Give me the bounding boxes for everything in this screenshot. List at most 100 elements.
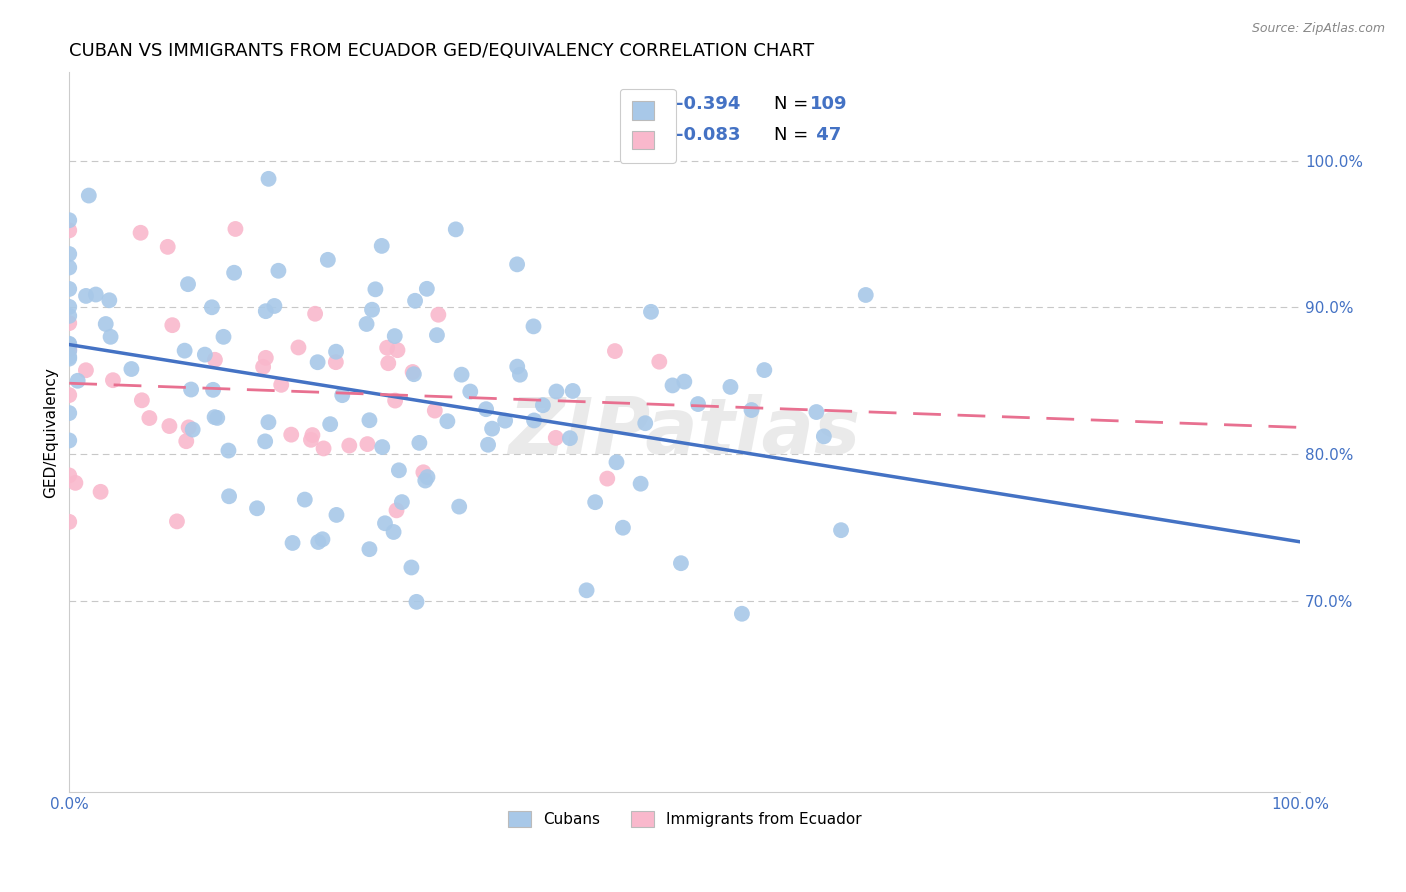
Point: [254, 434, 277, 449]
Point: [720, 380, 742, 394]
Point: [359, 413, 381, 427]
Point: [374, 516, 396, 531]
Point: [58, 223, 80, 237]
Point: [391, 495, 413, 509]
Point: [375, 341, 398, 355]
Point: [558, 431, 581, 445]
Point: [120, 362, 142, 376]
Point: [58, 434, 80, 448]
Point: [408, 435, 430, 450]
Point: [58, 388, 80, 402]
Point: [640, 305, 662, 319]
Point: [173, 343, 195, 358]
Point: [301, 428, 323, 442]
Point: [603, 344, 626, 359]
Point: [58, 343, 80, 357]
Point: [162, 318, 184, 333]
Point: [263, 299, 285, 313]
Point: [254, 351, 277, 365]
Point: [58, 406, 80, 420]
Point: [224, 222, 246, 236]
Point: [405, 595, 427, 609]
Point: [58, 247, 80, 261]
Point: [66, 374, 89, 388]
Point: [217, 443, 239, 458]
Point: [129, 226, 152, 240]
Point: [257, 415, 280, 429]
Point: [356, 437, 378, 451]
Point: [58, 515, 80, 529]
Point: [612, 521, 634, 535]
Point: [427, 308, 450, 322]
Point: [58, 336, 80, 351]
Point: [58, 337, 80, 351]
Point: [212, 330, 235, 344]
Point: [194, 348, 217, 362]
Point: [522, 319, 544, 334]
Point: [58, 351, 80, 366]
Point: [754, 363, 776, 377]
Point: [385, 503, 408, 517]
Point: [201, 300, 224, 314]
Point: [58, 343, 80, 358]
Point: [325, 508, 347, 522]
Point: [477, 438, 499, 452]
Point: [416, 470, 439, 484]
Point: [669, 556, 692, 570]
Point: [281, 536, 304, 550]
Point: [648, 354, 671, 368]
Point: [509, 368, 531, 382]
Point: [673, 375, 696, 389]
Point: [506, 359, 529, 374]
Point: [166, 515, 188, 529]
Point: [257, 171, 280, 186]
Point: [401, 560, 423, 574]
Point: [686, 397, 709, 411]
Point: [316, 252, 339, 267]
Point: [58, 213, 80, 227]
Point: [444, 222, 467, 236]
Point: [75, 289, 97, 303]
Point: [58, 282, 80, 296]
Point: [661, 378, 683, 392]
Point: [218, 489, 240, 503]
Text: 109: 109: [810, 95, 848, 113]
Point: [416, 282, 439, 296]
Point: [177, 420, 200, 434]
Point: [254, 304, 277, 318]
Text: -0.394: -0.394: [676, 95, 741, 113]
Point: [280, 427, 302, 442]
Point: [450, 368, 472, 382]
Point: [138, 411, 160, 425]
Point: [449, 500, 471, 514]
Point: [481, 422, 503, 436]
Point: [630, 476, 652, 491]
Point: [90, 484, 112, 499]
Point: [58, 350, 80, 364]
Point: [287, 341, 309, 355]
Text: CUBAN VS IMMIGRANTS FROM ECUADOR GED/EQUIVALENCY CORRELATION CHART: CUBAN VS IMMIGRANTS FROM ECUADOR GED/EQU…: [69, 42, 814, 60]
Point: [506, 257, 529, 271]
Point: [181, 423, 204, 437]
Point: [180, 383, 202, 397]
Point: [561, 384, 583, 398]
Point: [544, 431, 567, 445]
Point: [307, 535, 329, 549]
Point: [436, 414, 458, 428]
Point: [364, 282, 387, 296]
Point: [413, 474, 436, 488]
Point: [325, 355, 347, 369]
Point: [77, 188, 100, 202]
Text: R =: R =: [640, 126, 678, 144]
Point: [224, 266, 246, 280]
Point: [575, 583, 598, 598]
Point: [813, 429, 835, 443]
Point: [404, 293, 426, 308]
Point: [356, 317, 378, 331]
Point: [202, 383, 225, 397]
Text: N =: N =: [775, 126, 814, 144]
Point: [412, 465, 434, 479]
Point: [84, 287, 107, 301]
Point: [267, 264, 290, 278]
Point: [531, 398, 554, 412]
